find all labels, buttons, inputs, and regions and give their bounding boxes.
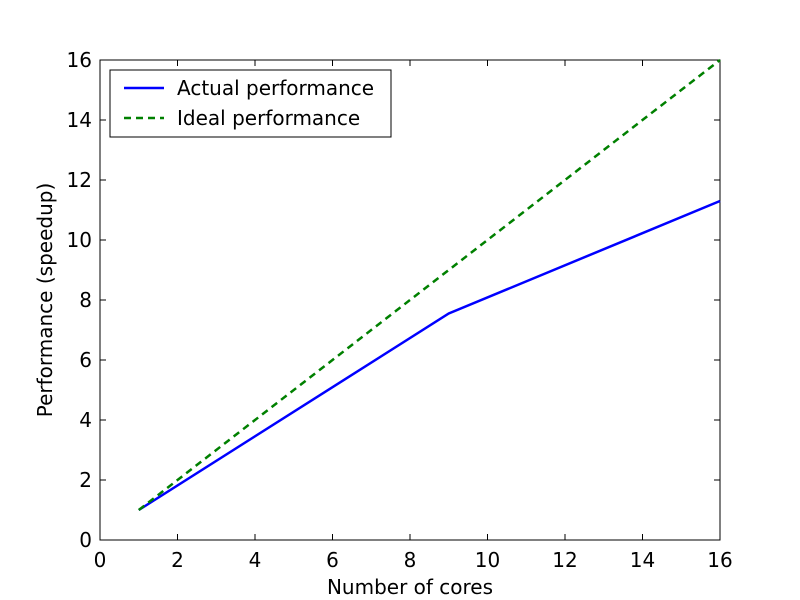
x-tick-label: 10	[475, 548, 500, 572]
x-tick-label: 14	[630, 548, 655, 572]
series-line-actual-performance	[138, 199, 721, 512]
series-lines	[137, 59, 721, 512]
y-tick-label: 6	[79, 348, 92, 372]
y-tick-label: 8	[79, 288, 92, 312]
axis-ticks: 0 2 4 6 8 10 12 14 16 0 2 4 6 8 10 12 14 16	[67, 48, 733, 572]
y-tick-label: 10	[67, 228, 92, 252]
x-tick-label: 2	[171, 548, 184, 572]
x-tick-label: 0	[94, 548, 107, 572]
x-tick-label: 4	[249, 548, 262, 572]
x-tick-label: 8	[404, 548, 417, 572]
x-tick-label: 12	[552, 548, 577, 572]
legend-box	[109, 69, 392, 138]
y-tick-label: 16	[67, 48, 92, 72]
y-axis-title: Performance (speedup)	[33, 183, 57, 418]
x-tick-label: 6	[326, 548, 339, 572]
y-tick-label: 14	[67, 108, 92, 132]
legend: Actual performance Ideal performance	[109, 69, 392, 138]
legend-label-actual-performance: Actual performance	[177, 76, 374, 100]
legend-label-ideal-performance: Ideal performance	[177, 106, 360, 130]
series-line-ideal-performance	[137, 59, 721, 511]
y-tick-label: 4	[79, 408, 92, 432]
x-axis-title: Number of cores	[327, 575, 493, 599]
y-tick-label: 12	[67, 168, 92, 192]
y-tick-label: 2	[79, 468, 92, 492]
x-tick-label: 16	[707, 548, 732, 572]
y-tick-label: 0	[79, 528, 92, 552]
